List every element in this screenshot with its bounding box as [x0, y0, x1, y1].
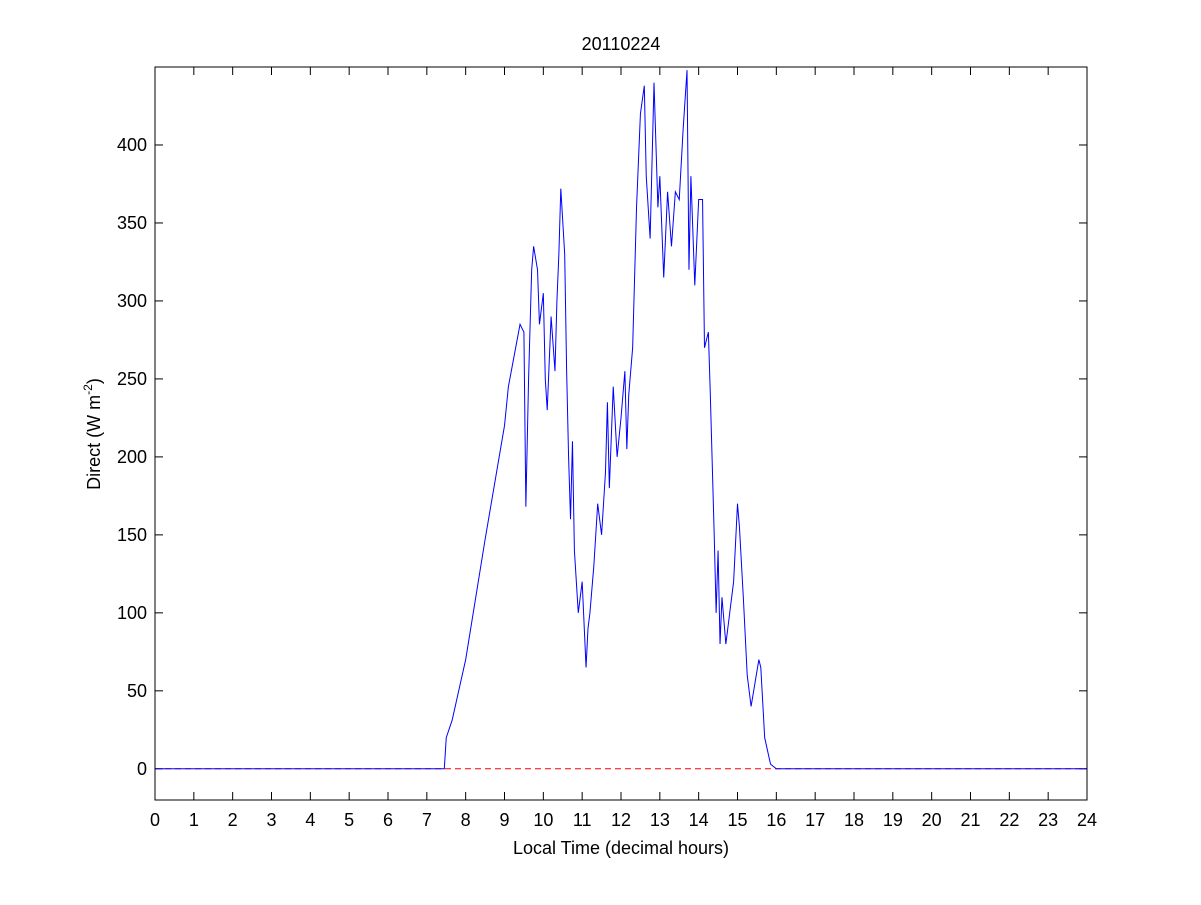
x-tick-label: 10 [533, 810, 553, 830]
x-tick-label: 14 [689, 810, 709, 830]
y-tick-label: 400 [117, 135, 147, 155]
x-tick-label: 15 [727, 810, 747, 830]
y-tick-label: 200 [117, 447, 147, 467]
data-line [155, 70, 1087, 770]
x-tick-label: 7 [422, 810, 432, 830]
x-tick-label: 9 [499, 810, 509, 830]
x-tick-label: 11 [573, 810, 592, 830]
y-axis-label: Direct (W m-2) [81, 378, 104, 490]
x-tick-label: 23 [1038, 810, 1058, 830]
plot-frame [154, 66, 1088, 801]
y-label-text: Direct (W m [84, 395, 104, 490]
x-tick-label: 22 [999, 810, 1019, 830]
y-tick-label: 50 [127, 681, 147, 701]
x-tick-label: 12 [611, 810, 631, 830]
x-tick-label: 13 [650, 810, 670, 830]
x-tick-label: 4 [305, 810, 315, 830]
chart-title: 20110224 [582, 34, 661, 54]
x-tick-label: 3 [266, 810, 276, 830]
y-tick-label: 350 [117, 213, 147, 233]
y-tick-label: 250 [117, 369, 147, 389]
x-tick-label: 21 [960, 810, 980, 830]
y-tick-label: 300 [117, 291, 147, 311]
x-tick-label: 0 [150, 810, 160, 830]
y-tick-label: 150 [117, 525, 147, 545]
x-axis-label: Local Time (decimal hours) [513, 838, 729, 858]
x-tick-label: 19 [883, 810, 903, 830]
x-tick-label: 6 [383, 810, 393, 830]
x-tick-label: 17 [805, 810, 825, 830]
y-tick-label: 100 [117, 603, 147, 623]
x-tick-label: 18 [844, 810, 864, 830]
y-tick-label: 0 [137, 759, 147, 779]
x-tick-label: 24 [1077, 810, 1097, 830]
x-tick-label: 8 [461, 810, 471, 830]
x-tick-label: 16 [766, 810, 786, 830]
x-tick-label: 20 [922, 810, 942, 830]
x-tick-label: 5 [344, 810, 354, 830]
x-tick-label: 1 [189, 810, 199, 830]
x-tick-label: 2 [228, 810, 238, 830]
y-label-suffix: ) [84, 378, 104, 384]
y-label-superscript: -2 [81, 384, 95, 395]
